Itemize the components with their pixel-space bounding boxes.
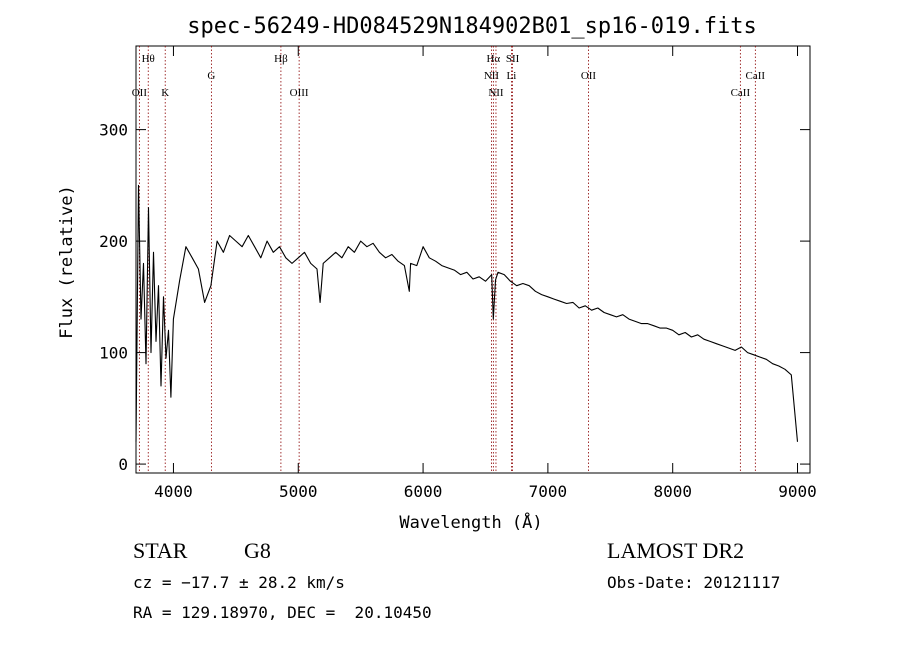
y-tick-label: 300 xyxy=(99,121,128,140)
spectral-line-label: K xyxy=(161,87,169,99)
plot-frame xyxy=(135,45,811,474)
redshift-cz: cz = −17.7 ± 28.2 km/s xyxy=(133,573,345,592)
chart-title: spec-56249-HD084529N184902B01_sp16-019.f… xyxy=(187,14,757,39)
observation-date: Obs-Date: 20121117 xyxy=(607,573,781,592)
x-tick-label: 7000 xyxy=(529,482,568,501)
spectral-line-label: Li xyxy=(507,70,517,82)
x-axis-ticks: 4000 5000 6000 7000 8000 9000 xyxy=(154,46,817,501)
spectral-line-label: NII xyxy=(484,70,500,82)
y-axis-ticks: 0 100 200 300 xyxy=(99,121,810,474)
spectral-line-label: OII xyxy=(132,87,148,99)
spectral-line-label: CaII xyxy=(731,87,751,99)
x-tick-label: 5000 xyxy=(279,482,318,501)
spectral-line-label: Hβ xyxy=(274,53,288,65)
y-tick-label: 100 xyxy=(99,344,128,363)
x-tick-label: 6000 xyxy=(404,482,443,501)
spectrum-series xyxy=(135,184,799,442)
survey-name: LAMOST DR2 xyxy=(607,538,745,563)
spectral-line-label: OIII xyxy=(290,87,309,99)
spectral-line-label: CaII xyxy=(746,70,766,82)
x-tick-label: 4000 xyxy=(154,482,193,501)
spectral-line-label: OII xyxy=(581,70,597,82)
x-tick-label: 9000 xyxy=(778,482,817,501)
spectral-line-label: Hα xyxy=(486,53,500,65)
y-tick-label: 0 xyxy=(118,455,128,474)
spectrum-line xyxy=(135,184,799,442)
object-class: STAR xyxy=(133,538,188,563)
y-tick-label: 200 xyxy=(99,232,128,251)
x-axis-label: Wavelength (Å) xyxy=(399,511,542,533)
object-subclass: G8 xyxy=(244,538,271,563)
spectral-line-label: G xyxy=(207,70,215,82)
spectral-line-label: NII xyxy=(488,87,504,99)
spectral-line-label: SII xyxy=(506,53,520,65)
y-axis-label: Flux (relative) xyxy=(57,185,77,339)
x-tick-label: 8000 xyxy=(653,482,692,501)
spectral-line-label: Hθ xyxy=(142,53,155,65)
coordinates: RA = 129.18970, DEC = 20.10450 xyxy=(133,603,432,622)
